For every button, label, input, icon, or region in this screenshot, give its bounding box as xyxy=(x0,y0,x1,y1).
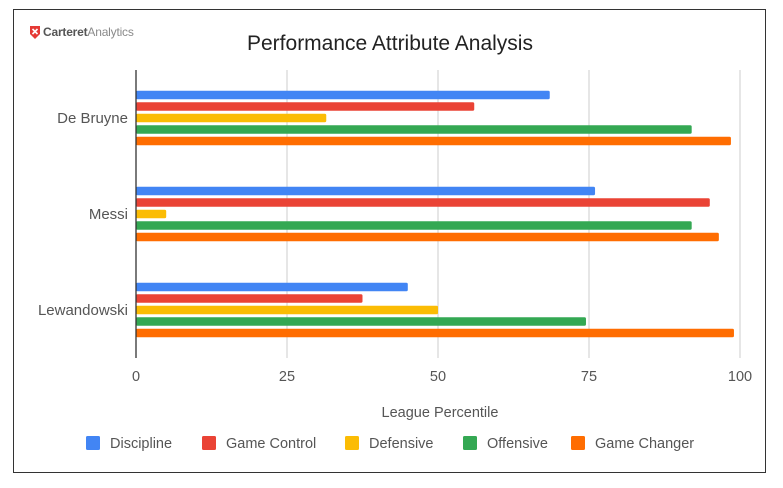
bar-discipline[interactable] xyxy=(136,90,550,100)
legend-swatch xyxy=(345,436,359,450)
category-label: De Bruyne xyxy=(57,110,128,127)
x-tick-label: 75 xyxy=(581,369,597,385)
brand-name-bold: Carteret xyxy=(43,25,88,39)
bar-game-changer[interactable] xyxy=(136,136,731,146)
legend-label[interactable]: Game Changer xyxy=(595,436,694,452)
x-tick-label: 0 xyxy=(132,369,140,385)
bar-game-control[interactable] xyxy=(136,294,363,303)
x-tick-label: 25 xyxy=(279,369,295,385)
legend-swatch xyxy=(202,436,216,450)
bars xyxy=(136,90,734,338)
bar-offensive[interactable] xyxy=(136,125,692,134)
x-tick-label: 50 xyxy=(430,369,446,385)
gridlines xyxy=(286,70,741,358)
legend-label[interactable]: Game Control xyxy=(226,436,316,452)
bar-defensive[interactable] xyxy=(136,305,438,315)
legend-swatch xyxy=(86,436,100,450)
bar-game-control[interactable] xyxy=(136,198,710,207)
legend-swatch xyxy=(463,436,477,450)
brand-logo: CarteretAnalytics xyxy=(30,25,134,39)
bar-offensive[interactable] xyxy=(136,221,692,230)
axes: 0 25 50 75 100 De Bruyne Messi Lewandowski xyxy=(38,70,752,385)
bar-discipline[interactable] xyxy=(136,186,596,196)
legend-swatch xyxy=(571,436,585,450)
brand-name-light: Analytics xyxy=(87,25,134,39)
legend-label[interactable]: Defensive xyxy=(369,436,433,452)
shield-logo-icon xyxy=(30,25,40,39)
category-label: Messi xyxy=(89,206,128,223)
x-axis-title: League Percentile xyxy=(382,405,499,421)
legend-label[interactable]: Offensive xyxy=(487,436,548,452)
bar-game-changer[interactable] xyxy=(136,328,734,338)
bar-game-changer[interactable] xyxy=(136,232,719,242)
category-label: Lewandowski xyxy=(38,302,128,319)
legend-label[interactable]: Discipline xyxy=(110,436,172,452)
bar-defensive[interactable] xyxy=(136,113,327,123)
legend: Discipline Game Control Defensive Offensive… xyxy=(86,436,694,452)
x-tick-label: 100 xyxy=(728,369,752,385)
brand-name: CarteretAnalytics xyxy=(43,25,134,39)
chart-title: Performance Attribute Analysis xyxy=(247,32,533,55)
bar-defensive[interactable] xyxy=(136,209,167,219)
bar-discipline[interactable] xyxy=(136,282,408,292)
bar-game-control[interactable] xyxy=(136,102,475,111)
bar-offensive[interactable] xyxy=(136,317,586,326)
